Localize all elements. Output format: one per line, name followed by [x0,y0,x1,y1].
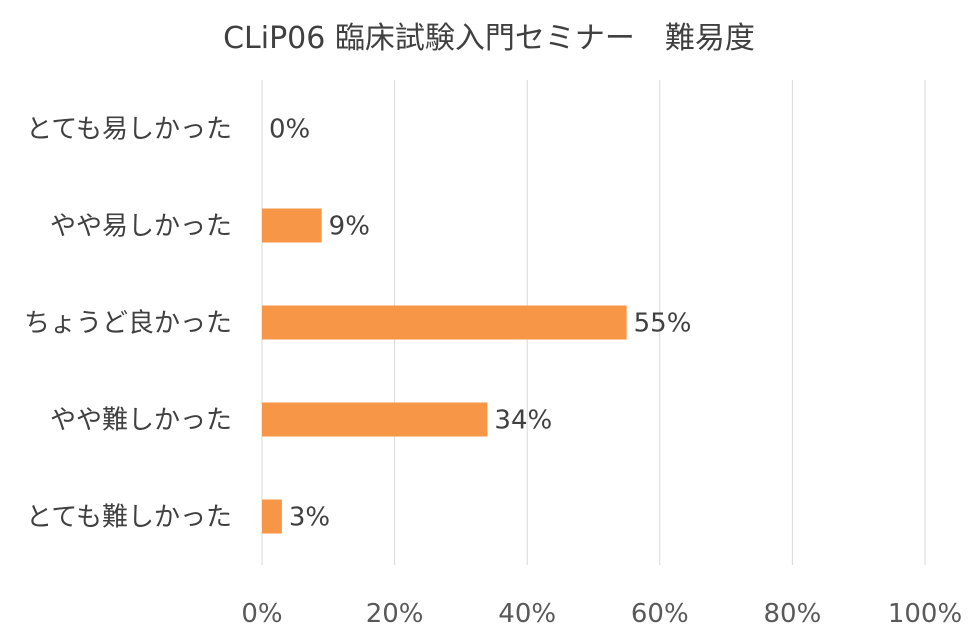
category-label: やや易しかった [50,212,232,242]
x-axis-tick-labels: 0% 20% 40% 60% 80% 100% [241,599,962,629]
x-tick-label: 80% [764,599,822,629]
category-label: ちょうど良かった [24,309,232,339]
x-tick-label: 60% [631,599,689,629]
x-tick-label: 100% [888,599,962,629]
bar [262,402,488,437]
data-label: 3% [289,503,330,533]
bar [262,305,627,340]
data-labels: 0% 9% 55% 34% 3% [269,115,691,533]
category-label: やや難しかった [50,406,232,436]
data-label: 0% [269,115,310,145]
data-label: 55% [634,309,692,339]
bar [262,208,322,243]
x-tick-label: 20% [366,599,424,629]
category-label: とても易しかった [26,115,232,145]
bar [262,499,282,534]
data-label: 9% [329,212,370,242]
chart-title: CLiP06 臨床試験入門セミナー 難易度 [223,21,755,56]
bars [262,208,627,534]
x-tick-label: 40% [498,599,556,629]
category-label: とても難しかった [26,503,232,533]
x-tick-label: 0% [241,599,282,629]
data-label: 34% [494,406,552,436]
